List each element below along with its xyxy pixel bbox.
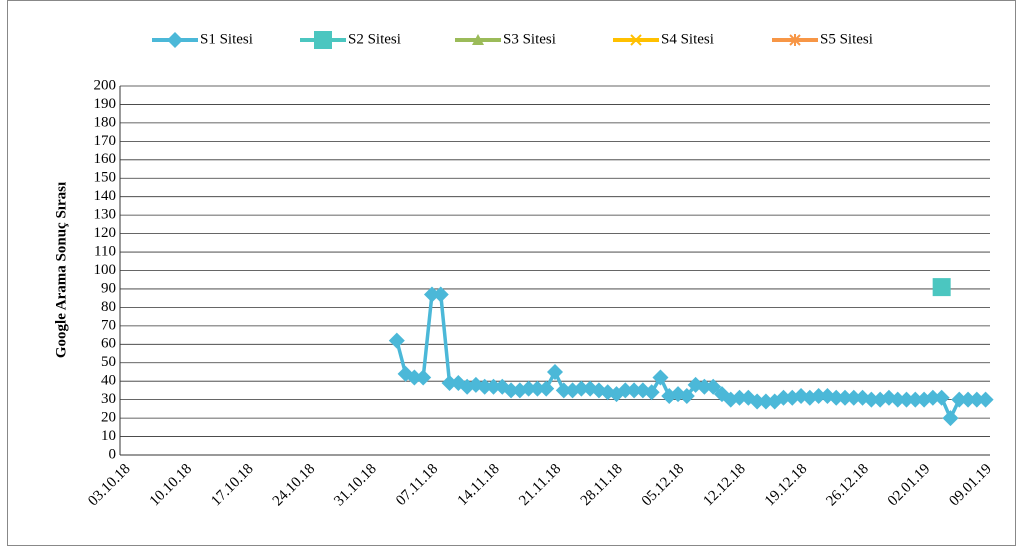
legend-marker xyxy=(167,32,183,48)
data-point xyxy=(423,286,440,303)
legend-marker xyxy=(314,31,332,49)
data-point xyxy=(705,378,722,395)
data-point xyxy=(696,378,713,395)
legend-marker xyxy=(789,34,801,46)
data-point xyxy=(749,393,766,410)
data-point xyxy=(406,369,423,386)
data-point xyxy=(977,391,994,408)
y-tick-label: 80 xyxy=(101,299,116,315)
y-tick-label: 160 xyxy=(94,151,117,167)
y-tick-label: 130 xyxy=(94,207,117,223)
data-point xyxy=(837,389,853,406)
data-point xyxy=(476,378,493,395)
y-tick-label: 170 xyxy=(94,133,117,149)
data-point xyxy=(678,387,695,404)
data-point xyxy=(652,369,669,386)
data-point xyxy=(626,382,643,399)
data-point xyxy=(942,410,959,427)
legend-label: S2 Sitesi xyxy=(348,31,401,47)
data-point xyxy=(924,389,941,406)
y-tick-label: 10 xyxy=(101,428,116,444)
data-point xyxy=(617,382,634,399)
legend-label: S3 Sitesi xyxy=(503,31,556,47)
y-axis-label: Google Arama Sonuç Sırası xyxy=(53,182,69,358)
data-point xyxy=(960,391,977,408)
data-point xyxy=(538,380,555,397)
chart-frame xyxy=(7,0,1016,546)
y-tick-label: 70 xyxy=(101,317,116,333)
data-point xyxy=(932,278,951,297)
y-tick-label: 30 xyxy=(101,391,116,407)
y-tick-label: 190 xyxy=(94,96,117,112)
y-tick-label: 110 xyxy=(94,243,116,259)
y-tick-label: 50 xyxy=(101,354,116,370)
data-point xyxy=(898,391,915,408)
data-point xyxy=(555,382,572,399)
y-tick-label: 180 xyxy=(94,114,117,130)
data-point xyxy=(485,378,502,395)
legend-marker xyxy=(472,34,484,45)
data-point xyxy=(863,391,880,408)
legend-label: S1 Sitesi xyxy=(200,31,253,47)
y-tick-label: 0 xyxy=(109,446,117,462)
data-point xyxy=(889,391,906,408)
data-point xyxy=(731,389,748,406)
data-point xyxy=(757,393,774,410)
data-point xyxy=(968,391,985,408)
legend-marker xyxy=(630,34,642,46)
data-point xyxy=(547,363,563,380)
data-point xyxy=(573,380,590,397)
y-tick-label: 60 xyxy=(101,336,116,352)
data-point xyxy=(933,389,950,406)
y-tick-label: 140 xyxy=(94,188,117,204)
data-point xyxy=(441,375,458,392)
y-tick-label: 100 xyxy=(94,262,117,278)
data-point xyxy=(810,387,827,404)
data-point xyxy=(907,391,924,408)
data-point xyxy=(951,391,968,408)
legend-label: S4 Sitesi xyxy=(661,31,714,47)
data-point xyxy=(432,286,449,303)
data-point xyxy=(845,389,862,406)
y-tick-label: 40 xyxy=(101,373,116,389)
data-point xyxy=(529,380,546,397)
data-point xyxy=(388,332,405,349)
y-tick-label: 120 xyxy=(94,225,117,241)
y-tick-label: 90 xyxy=(101,280,116,296)
data-point xyxy=(415,369,432,386)
data-point xyxy=(775,389,792,406)
data-point xyxy=(520,380,537,397)
y-tick-label: 200 xyxy=(94,77,117,93)
data-point xyxy=(643,384,660,401)
data-point xyxy=(828,389,845,406)
data-point xyxy=(503,382,520,399)
legend-label: S5 Sitesi xyxy=(820,31,873,47)
y-tick-label: 20 xyxy=(101,410,116,426)
y-tick-label: 150 xyxy=(94,170,117,186)
